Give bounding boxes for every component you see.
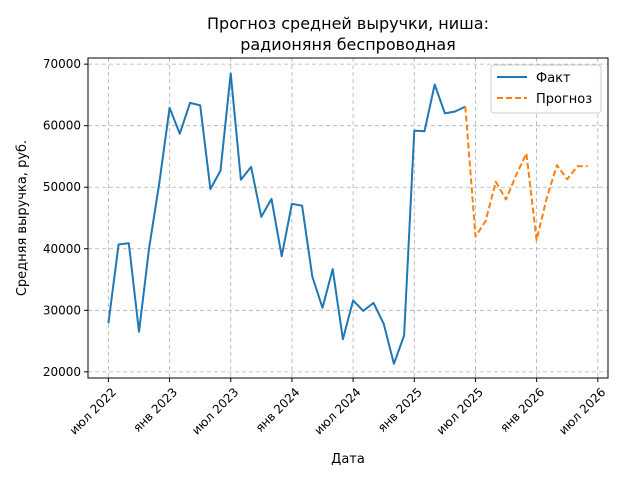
y-tick-label: 20000 — [43, 365, 81, 379]
plot-frame — [87, 57, 609, 379]
legend-label-fact: Факт — [536, 71, 571, 86]
chart-title-line1: Прогноз средней выручки, ниша: — [207, 14, 489, 33]
x-tick-label: янв 2024 — [253, 385, 303, 435]
y-axis-ticks: 20000 30000 40000 50000 60000 70000 — [43, 57, 88, 379]
chart-title-line2: радионяня беспроводная — [240, 35, 456, 54]
x-tick-label: янв 2023 — [130, 385, 180, 435]
x-tick-label: июл 2024 — [311, 385, 363, 437]
y-tick-label: 40000 — [43, 242, 81, 256]
x-tick-label: янв 2025 — [375, 385, 425, 435]
y-tick-label: 50000 — [43, 180, 81, 194]
x-axis-ticks: июл 2022 янв 2023 июл 2023 янв 2024 июл 2024… — [67, 378, 608, 437]
y-tick-label: 70000 — [43, 57, 81, 71]
x-axis-label: Дата — [331, 452, 365, 467]
x-tick-label: июл 2025 — [434, 385, 486, 437]
y-tick-label: 30000 — [43, 303, 81, 317]
series-line-fact — [107, 72, 466, 365]
legend-label-forecast: Прогноз — [536, 92, 592, 107]
x-tick-label: июл 2023 — [189, 385, 241, 437]
series-group — [107, 72, 588, 365]
x-tick-label: июл 2022 — [67, 385, 119, 437]
series-line-forecast — [464, 106, 588, 242]
x-tick-label: янв 2026 — [497, 385, 547, 435]
y-axis-label: Средняя выручка, руб. — [15, 140, 30, 296]
grid — [88, 58, 608, 378]
y-tick-label: 60000 — [43, 119, 81, 133]
x-tick-label: июл 2026 — [556, 385, 608, 437]
legend: Факт Прогноз — [490, 64, 602, 114]
